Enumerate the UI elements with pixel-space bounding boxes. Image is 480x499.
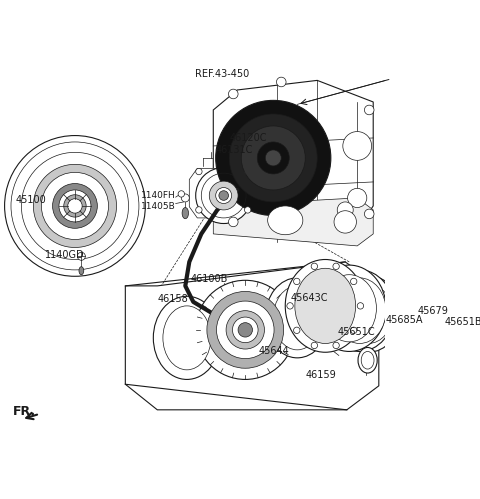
Ellipse shape: [311, 342, 318, 349]
Ellipse shape: [238, 323, 252, 337]
Ellipse shape: [276, 77, 286, 87]
Ellipse shape: [350, 327, 357, 333]
Ellipse shape: [337, 202, 353, 218]
Ellipse shape: [178, 191, 184, 197]
Ellipse shape: [364, 105, 374, 115]
Ellipse shape: [333, 342, 339, 349]
Text: 1140FH: 1140FH: [141, 191, 176, 200]
Ellipse shape: [312, 265, 386, 351]
Ellipse shape: [59, 190, 91, 222]
Ellipse shape: [350, 278, 357, 284]
Ellipse shape: [226, 311, 264, 349]
Ellipse shape: [334, 211, 357, 233]
Ellipse shape: [216, 188, 232, 204]
Ellipse shape: [5, 136, 145, 276]
Ellipse shape: [348, 188, 367, 208]
Ellipse shape: [294, 327, 300, 333]
Polygon shape: [213, 80, 373, 242]
Ellipse shape: [291, 270, 352, 346]
Polygon shape: [189, 168, 259, 218]
Text: 46158: 46158: [157, 294, 188, 304]
Ellipse shape: [358, 347, 377, 373]
Text: 46131C: 46131C: [216, 145, 253, 155]
Text: 46100B: 46100B: [190, 273, 228, 284]
Ellipse shape: [232, 317, 258, 343]
Ellipse shape: [357, 303, 364, 309]
Text: REF.43-450: REF.43-450: [195, 69, 249, 79]
Ellipse shape: [196, 168, 252, 224]
Ellipse shape: [345, 284, 393, 343]
Ellipse shape: [265, 278, 329, 358]
Ellipse shape: [273, 286, 321, 350]
Text: 45100: 45100: [16, 195, 47, 205]
Ellipse shape: [325, 270, 394, 351]
Ellipse shape: [153, 296, 220, 379]
Ellipse shape: [295, 268, 356, 343]
Ellipse shape: [299, 278, 344, 338]
Ellipse shape: [333, 263, 339, 269]
Ellipse shape: [216, 301, 274, 359]
Ellipse shape: [228, 89, 238, 99]
Ellipse shape: [265, 150, 281, 166]
Text: 46159: 46159: [305, 370, 336, 380]
Ellipse shape: [68, 199, 82, 213]
Ellipse shape: [64, 195, 86, 217]
Ellipse shape: [361, 351, 374, 369]
Ellipse shape: [333, 278, 386, 343]
Polygon shape: [213, 198, 373, 246]
Ellipse shape: [294, 278, 300, 284]
Ellipse shape: [77, 252, 85, 260]
Text: 11405B: 11405B: [141, 202, 176, 211]
Ellipse shape: [34, 164, 117, 248]
Text: 45643C: 45643C: [291, 293, 328, 303]
Ellipse shape: [228, 217, 238, 227]
Ellipse shape: [257, 142, 289, 174]
Ellipse shape: [219, 191, 228, 200]
Ellipse shape: [229, 114, 317, 202]
Ellipse shape: [196, 207, 202, 213]
Ellipse shape: [268, 206, 303, 235]
Ellipse shape: [285, 259, 365, 352]
Ellipse shape: [196, 280, 295, 379]
Ellipse shape: [207, 291, 284, 368]
Ellipse shape: [209, 181, 238, 210]
Ellipse shape: [79, 266, 84, 274]
Ellipse shape: [244, 168, 251, 175]
Text: 45644: 45644: [259, 346, 289, 356]
Text: 1140GD: 1140GD: [46, 250, 85, 259]
Ellipse shape: [287, 303, 293, 309]
Polygon shape: [125, 262, 379, 410]
Ellipse shape: [322, 274, 376, 342]
Text: 45679: 45679: [417, 306, 448, 316]
Ellipse shape: [41, 172, 108, 240]
Text: 46120C: 46120C: [229, 133, 267, 143]
Ellipse shape: [182, 208, 189, 219]
Text: 45651C: 45651C: [337, 327, 375, 337]
Ellipse shape: [196, 168, 202, 175]
Ellipse shape: [343, 132, 372, 160]
Text: 45651B: 45651B: [444, 317, 480, 327]
Ellipse shape: [181, 194, 189, 202]
Ellipse shape: [53, 184, 97, 229]
Ellipse shape: [311, 263, 318, 269]
Ellipse shape: [244, 207, 251, 213]
Ellipse shape: [163, 306, 211, 370]
Ellipse shape: [364, 209, 374, 219]
Ellipse shape: [336, 275, 400, 352]
Ellipse shape: [216, 100, 331, 216]
Text: 45685A: 45685A: [385, 315, 423, 325]
Ellipse shape: [241, 126, 305, 190]
Text: FR.: FR.: [12, 405, 36, 418]
